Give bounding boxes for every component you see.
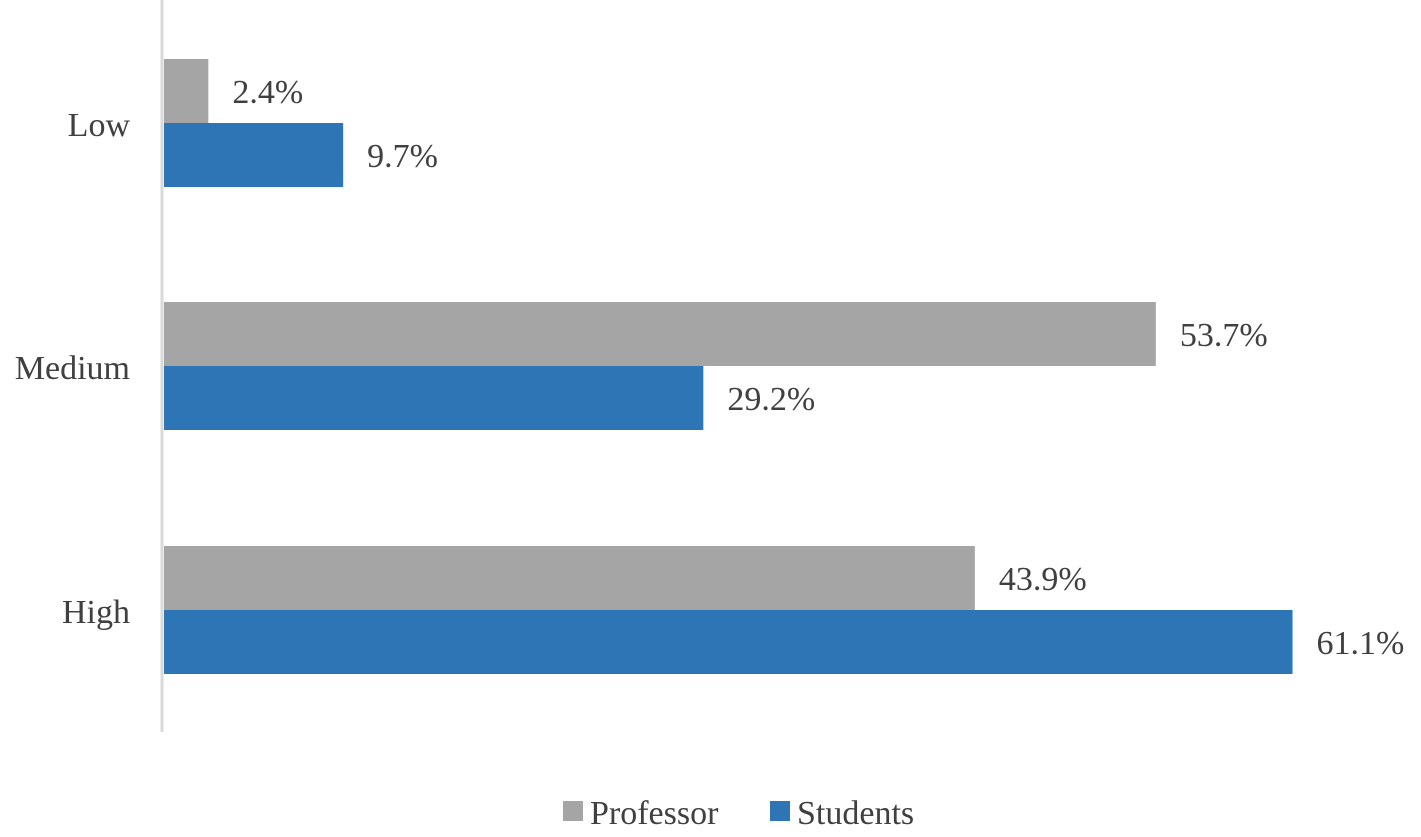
data-label-professor-high: 43.9% [999,561,1087,598]
data-label-students-low: 9.7% [367,138,438,175]
category-label-low: Low [68,107,131,144]
legend: Professor Students [563,795,914,832]
legend-label-professor: Professor [590,795,719,832]
legend-swatch-professor [563,801,583,821]
data-label-professor-low: 2.4% [232,74,303,111]
bar-students-medium [164,366,704,430]
category-label-high: High [62,594,130,631]
data-label-professor-medium: 53.7% [1180,317,1268,354]
bar-professor-high [164,546,975,610]
bar-students-high [164,610,1293,674]
legend-label-students: Students [797,795,914,832]
data-label-students-medium: 29.2% [727,381,815,418]
bar-professor-low [164,59,209,123]
category-label-medium: Medium [15,350,130,387]
bar-professor-medium [164,302,1156,366]
bars-group [164,59,1293,674]
bar-students-low [164,123,344,187]
data-labels: 2.4% 9.7% 53.7% 29.2% 43.9% 61.1% [232,74,1404,662]
legend-swatch-students [770,801,790,821]
data-label-students-high: 61.1% [1317,625,1405,662]
category-labels: Low Medium High [15,107,131,631]
